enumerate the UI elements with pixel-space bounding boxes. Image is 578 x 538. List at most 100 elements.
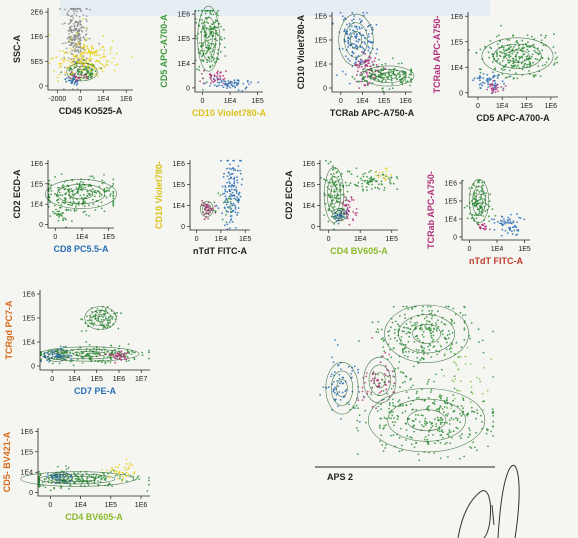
data-point: [86, 194, 89, 197]
data-point: [459, 355, 462, 358]
data-point: [357, 38, 360, 41]
data-point: [501, 59, 504, 62]
data-point: [338, 197, 341, 200]
data-point: [371, 179, 373, 181]
data-point: [333, 222, 335, 225]
data-point: [424, 424, 427, 426]
data-point: [447, 305, 450, 308]
data-point: [231, 188, 233, 191]
data-point: [476, 449, 478, 452]
data-point: [545, 61, 548, 64]
data-point: [390, 356, 393, 359]
data-point: [554, 58, 557, 61]
x-tick-label: 1E4: [491, 246, 504, 253]
data-point: [103, 210, 106, 213]
data-point: [70, 30, 73, 33]
data-point: [509, 75, 512, 78]
data-point: [201, 59, 203, 62]
contour-line: [323, 167, 345, 224]
data-point: [444, 323, 447, 326]
data-point: [515, 65, 518, 68]
data-point: [364, 409, 367, 412]
contour-line: [370, 69, 406, 84]
data-point: [491, 53, 494, 56]
data-point: [73, 55, 76, 58]
data-point: [198, 42, 201, 44]
data-point: [204, 12, 207, 15]
data-point: [71, 193, 74, 196]
data-point: [485, 432, 488, 435]
data-point: [234, 86, 237, 89]
y-tick-label: 1E5: [178, 36, 191, 43]
data-point: [200, 49, 203, 52]
data-point: [408, 335, 411, 338]
data-point: [77, 204, 80, 206]
y-tick-label: 1E5: [451, 39, 464, 46]
data-point: [477, 208, 480, 211]
data-point: [487, 83, 489, 86]
data-point: [421, 333, 424, 336]
data-point: [69, 25, 72, 28]
data-point: [367, 181, 369, 184]
y-tick-label: 1E4: [445, 217, 458, 224]
data-point: [450, 407, 452, 410]
data-point: [429, 321, 431, 323]
data-point: [210, 26, 213, 28]
contour-line: [45, 179, 117, 210]
axis-frame: [39, 290, 150, 371]
data-point: [479, 205, 481, 208]
data-point: [522, 47, 525, 50]
data-point: [348, 210, 350, 213]
contour-line: [52, 474, 69, 482]
data-point: [68, 354, 71, 357]
data-point: [510, 222, 513, 225]
data-point: [69, 197, 71, 200]
data-point: [518, 57, 521, 60]
data-point: [451, 331, 454, 334]
data-point: [229, 201, 232, 203]
data-point: [533, 38, 536, 40]
data-point: [106, 324, 108, 327]
data-point: [420, 414, 423, 417]
data-point: [363, 61, 366, 64]
x-axis-label: CD8 PC5.5-A: [53, 244, 109, 254]
data-point: [85, 353, 88, 356]
data-point: [478, 77, 481, 80]
data-point: [476, 409, 478, 411]
data-point: [489, 39, 492, 42]
data-point: [96, 307, 99, 310]
data-point: [228, 206, 230, 209]
data-point: [120, 312, 122, 315]
data-point: [504, 76, 507, 79]
data-point: [51, 479, 54, 481]
data-point: [60, 58, 63, 60]
data-point: [475, 217, 478, 220]
data-point: [457, 368, 460, 371]
data-point: [217, 192, 220, 195]
data-point: [198, 65, 201, 68]
data-point: [131, 56, 134, 58]
data-point: [72, 23, 75, 25]
y-axis-label: TCRgd PC7-A: [4, 300, 14, 359]
data-point: [447, 337, 450, 340]
data-point: [358, 340, 360, 342]
data-point: [520, 48, 523, 50]
data-point: [89, 53, 92, 56]
data-point: [476, 181, 479, 184]
data-point: [94, 209, 97, 211]
data-point: [76, 23, 79, 26]
data-point: [494, 214, 497, 217]
data-point: [492, 80, 494, 82]
data-point: [388, 177, 390, 180]
data-point: [332, 390, 335, 393]
data-point: [89, 175, 92, 178]
data-point: [486, 80, 489, 82]
data-point: [75, 84, 78, 86]
data-point: [382, 171, 384, 174]
data-point: [362, 11, 365, 14]
data-point: [421, 424, 423, 427]
data-point: [73, 34, 76, 36]
data-point: [46, 355, 49, 358]
data-point: [55, 56, 58, 59]
